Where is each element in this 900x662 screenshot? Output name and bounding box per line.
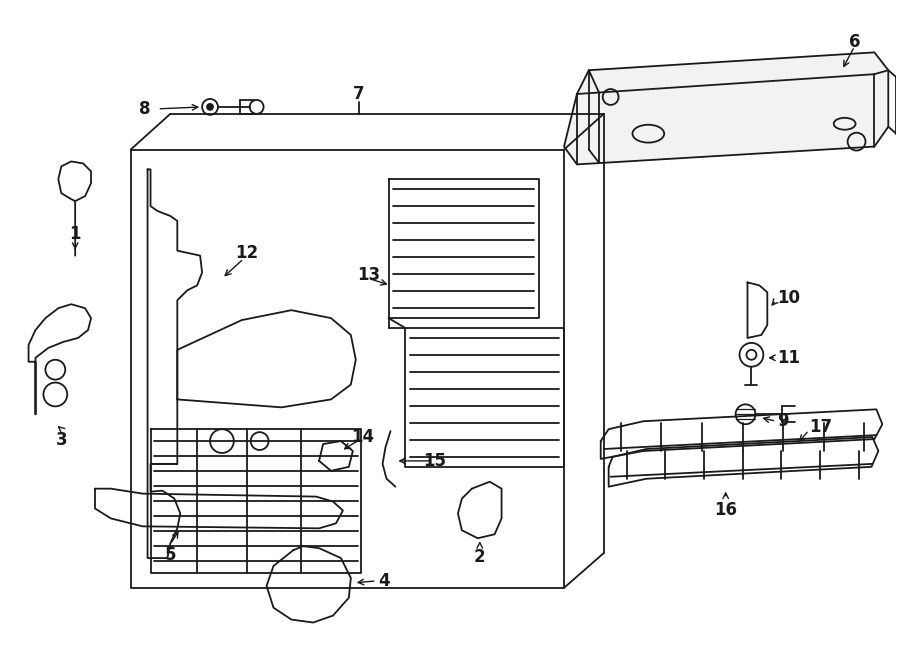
Circle shape — [207, 104, 213, 110]
Text: 8: 8 — [139, 100, 150, 118]
Text: 6: 6 — [849, 34, 860, 52]
Text: 7: 7 — [353, 85, 364, 103]
Text: 17: 17 — [809, 418, 832, 436]
Text: 14: 14 — [351, 428, 374, 446]
Text: 16: 16 — [715, 500, 737, 518]
Text: 9: 9 — [778, 412, 789, 430]
Polygon shape — [564, 52, 888, 164]
Text: 3: 3 — [56, 431, 68, 449]
Text: 10: 10 — [778, 289, 800, 307]
Text: 12: 12 — [235, 244, 258, 261]
Text: 2: 2 — [474, 548, 486, 566]
Text: 4: 4 — [379, 572, 391, 590]
Text: 15: 15 — [424, 452, 446, 470]
Text: 1: 1 — [69, 224, 81, 243]
Text: 11: 11 — [778, 349, 800, 367]
Text: 13: 13 — [357, 267, 381, 285]
Text: 5: 5 — [165, 546, 176, 564]
